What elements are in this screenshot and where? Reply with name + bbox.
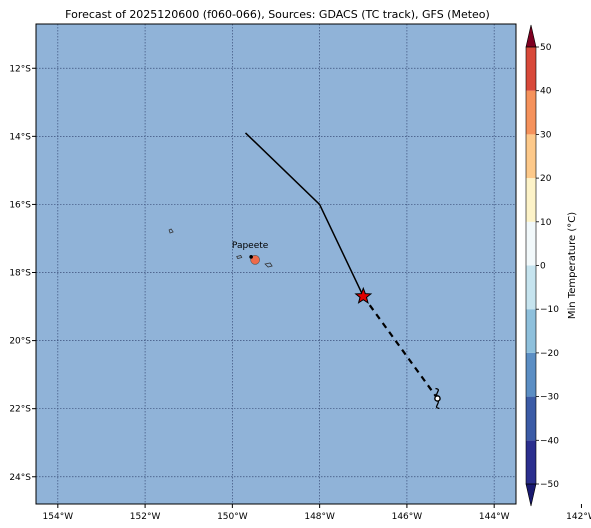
- lon-tick-label: 142°W: [566, 512, 591, 522]
- colorbar-segment: [526, 90, 536, 135]
- papeete-label: Papeete: [232, 241, 269, 251]
- lat-tick-label: 20°S: [9, 337, 31, 347]
- colorbar-segment: [526, 47, 536, 91]
- colorbar-tick-label: 10: [540, 218, 552, 228]
- papeete-dot: [249, 255, 253, 259]
- colorbar-segment: [526, 396, 536, 441]
- lat-tick-label: 18°S: [9, 269, 31, 279]
- axis-ticks: 12°S 14°S 16°S 18°S 20°S 22°S 24°S 154°W 152°W 15…: [9, 64, 591, 522]
- colorbar-tick-label: −40: [540, 436, 559, 446]
- cyclone-arm-top: [435, 387, 440, 396]
- map-title: Forecast of 2025120600 (f060-066), Sourc…: [65, 8, 490, 21]
- lon-tick-label: 148°W: [304, 512, 335, 522]
- lon-tick-label: 146°W: [392, 512, 423, 522]
- colorbar-segment: [526, 178, 536, 222]
- islands: Papeete: [168, 228, 273, 268]
- colorbar-tick-label: 40: [540, 87, 552, 97]
- cyclone-symbol-icon: [434, 387, 441, 410]
- colorbar-tick-label: 20: [540, 174, 552, 184]
- lon-tick-label: 150°W: [217, 512, 248, 522]
- cyclone-arm-bottom: [435, 400, 440, 410]
- colorbar-tick-label: −50: [540, 480, 559, 490]
- colorbar-segment: [526, 309, 536, 353]
- cyclone-eye: [434, 395, 441, 402]
- lat-tick-label: 22°S: [9, 405, 31, 415]
- cyclone-track: [244, 132, 439, 400]
- papeete-highlight: [250, 255, 260, 265]
- lat-tick-label: 16°S: [9, 200, 31, 210]
- colorbar-tick-label: −10: [540, 305, 559, 315]
- colorbar-label: Min Temperature (°C): [567, 212, 578, 319]
- colorbar-segment: [526, 221, 536, 266]
- island-outline: [168, 228, 174, 234]
- colorbar-segment: [526, 352, 536, 397]
- track-markers: [354, 286, 441, 410]
- colorbar-tick-label: −20: [540, 349, 559, 359]
- colorbar-segment: [526, 134, 536, 179]
- graticule: [36, 24, 516, 504]
- island-outline: [264, 262, 273, 268]
- colorbar-tick-label: 50: [540, 43, 552, 53]
- ocean-background: [36, 24, 516, 504]
- lat-tick-label: 14°S: [9, 132, 31, 142]
- colorbar: −50 −40 −30 −20 −10 0 10 20 30 40 50 Min Temperatur…: [525, 24, 578, 507]
- lon-tick-label: 154°W: [43, 512, 74, 522]
- track-past-line: [244, 132, 364, 297]
- colorbar-segment: [526, 440, 536, 484]
- colorbar-segment: [526, 265, 536, 310]
- lon-tick-label: 152°W: [130, 512, 161, 522]
- lat-tick-label: 24°S: [9, 473, 31, 483]
- lon-tick-label: 144°W: [479, 512, 510, 522]
- current-position-star-icon: [354, 286, 373, 304]
- colorbar-tick-label: 0: [540, 262, 546, 272]
- island-outline: [236, 255, 243, 259]
- colorbar-under-arrow: [525, 483, 537, 507]
- colorbar-tick-label: 30: [540, 130, 552, 140]
- colorbar-tick-label: −30: [540, 393, 559, 403]
- lat-tick-label: 12°S: [9, 64, 31, 74]
- map-frame: [35, 23, 517, 505]
- colorbar-over-arrow: [525, 24, 537, 48]
